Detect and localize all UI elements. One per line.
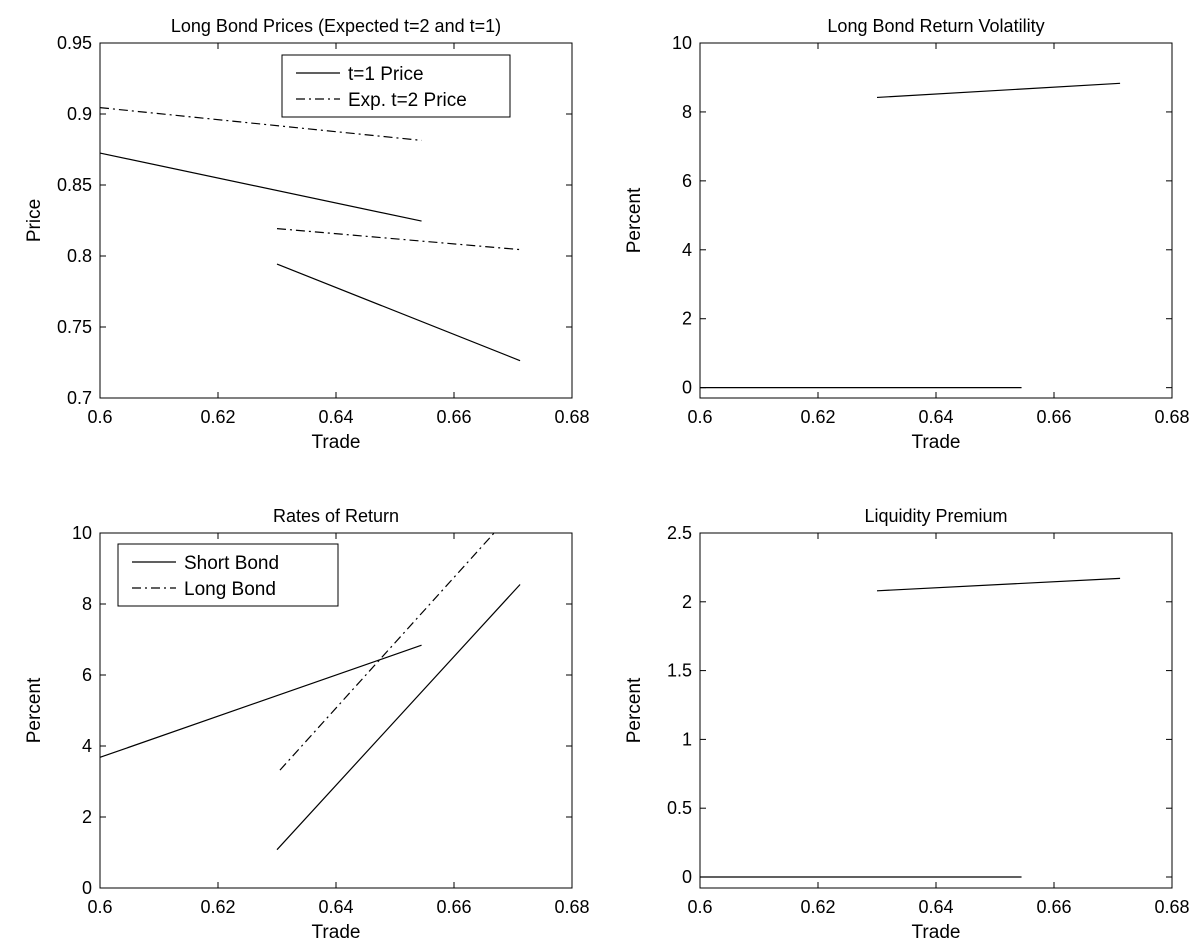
y-axis-label: Price [24,199,45,242]
x-tick-label: 0.6 [687,897,712,917]
y-tick-label: 0 [682,867,692,887]
legend: t=1 Price Exp. t=2 Price [281,54,511,118]
y-tick-label: 1.5 [667,661,692,681]
y-tick-label: 6 [682,171,692,191]
y-tick-label: 0.85 [57,175,92,195]
y-tick-label: 0.9 [67,104,92,124]
y-tick-label: 4 [82,736,92,756]
y-tick-label: 2 [682,309,692,329]
legend: Short Bond Long Bond [117,543,339,607]
panel-2: 0.6 0.62 0.64 0.66 0.68 0 2 4 6 8 10 Long Bond Retu… [624,16,1190,453]
y-tick-label: 0.7 [67,388,92,408]
y-axis-label: Percent [24,677,45,743]
chart-title: Liquidity Premium [864,506,1007,526]
x-tick-label: 0.66 [436,407,471,427]
y-axis-label: Percent [624,187,645,253]
x-axis-label: Trade [912,432,961,453]
series-line-1 [876,82,1121,99]
series-line-2 [276,227,521,251]
x-tick-label: 0.6 [687,407,712,427]
legend-entry: Exp. t=2 Price [348,90,467,111]
legend-entry: Long Bond [184,579,276,600]
legend-box [117,543,339,607]
x-tick-label: 0.68 [1154,407,1189,427]
x-tick-label: 0.66 [1036,897,1071,917]
x-tick-label: 0.6 [87,897,112,917]
series-line-2 [99,107,422,142]
panel-1: 0.6 0.62 0.64 0.66 0.68 0.7 0.75 0.8 0.85 0.9 0.95… [24,16,590,453]
x-tick-label: 0.68 [554,407,589,427]
x-tick-label: 0.62 [200,897,235,917]
x-tick-label: 0.64 [318,407,353,427]
plot-frame [699,532,1173,889]
y-tick-label: 0.5 [667,798,692,818]
y-tick-label: 2 [82,807,92,827]
series-line-1 [276,263,521,362]
chart-title: Long Bond Prices (Expected t=2 and t=1) [171,16,501,36]
x-tick-label: 0.64 [918,897,953,917]
x-tick-label: 0.68 [1154,897,1189,917]
series-line-1 [276,584,521,851]
x-axis-label: Trade [312,922,361,943]
chart-title: Rates of Return [273,506,399,526]
y-tick-label: 10 [72,523,92,543]
x-tick-label: 0.66 [1036,407,1071,427]
series-line-1 [876,577,1121,592]
x-tick-label: 0.66 [436,897,471,917]
chart-title: Long Bond Return Volatility [827,16,1044,36]
y-tick-label: 0.75 [57,317,92,337]
x-axis-label: Trade [912,922,961,943]
y-tick-label: 0 [82,878,92,898]
y-tick-label: 4 [682,240,692,260]
legend-entry: Short Bond [184,553,279,574]
series-line-2 [279,532,495,771]
series-line-1 [99,644,422,758]
x-tick-label: 0.62 [800,407,835,427]
panel-3: 0.6 0.62 0.64 0.66 0.68 0 2 4 6 8 10 Rates of Retur… [24,506,590,943]
plot-frame [699,42,1173,399]
y-axis-label: Percent [624,677,645,743]
x-tick-label: 0.6 [87,407,112,427]
y-tick-label: 0 [682,378,692,398]
legend-box [281,54,511,118]
x-axis-label: Trade [312,432,361,453]
x-tick-label: 0.62 [800,897,835,917]
y-tick-label: 8 [82,594,92,614]
x-tick-label: 0.64 [918,407,953,427]
series-line-1 [99,152,422,222]
legend-entry: t=1 Price [348,64,424,85]
y-tick-label: 0.8 [67,246,92,266]
y-tick-label: 2 [682,592,692,612]
x-tick-label: 0.64 [318,897,353,917]
x-tick-label: 0.68 [554,897,589,917]
x-tick-label: 0.62 [200,407,235,427]
y-tick-label: 0.95 [57,33,92,53]
y-tick-label: 8 [682,102,692,122]
y-tick-label: 2.5 [667,523,692,543]
y-tick-label: 6 [82,665,92,685]
panel-4: 0.6 0.62 0.64 0.66 0.68 0 0.5 1 1.5 2 2.5 Liquidity… [624,506,1190,943]
y-tick-label: 1 [682,729,692,749]
y-tick-label: 10 [672,33,692,53]
